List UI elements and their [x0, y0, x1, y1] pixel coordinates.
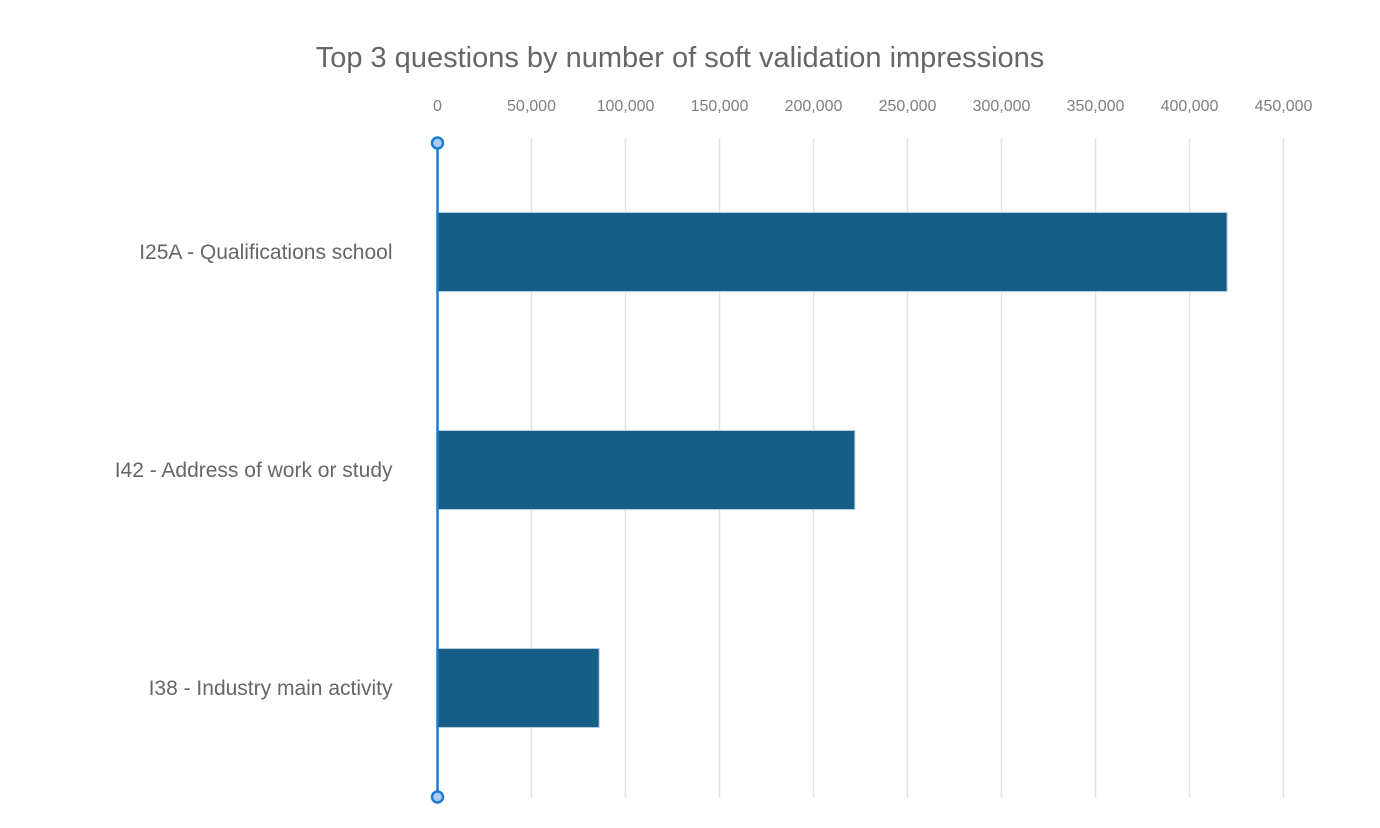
bar[interactable]	[437, 648, 600, 728]
x-tick-label: 50,000	[507, 98, 556, 115]
axis-handle-bottom[interactable]	[430, 790, 445, 804]
x-tick-label: 0	[433, 98, 442, 115]
x-tick-label: 450,000	[1255, 98, 1313, 115]
x-tick-label: 150,000	[691, 98, 749, 115]
bar[interactable]	[437, 212, 1228, 292]
y-category-label: I25A - Qualifications school	[139, 241, 392, 264]
x-tick-label: 400,000	[1161, 98, 1219, 115]
axis-handle-top[interactable]	[430, 136, 445, 150]
x-tick-label: 350,000	[1067, 98, 1125, 115]
y-category-label: I38 - Industry main activity	[149, 677, 393, 700]
y-category-label: I42 - Address of work or study	[115, 459, 393, 482]
x-tick-label: 250,000	[879, 98, 937, 115]
x-tick-label: 100,000	[597, 98, 655, 115]
chart-title: Top 3 questions by number of soft valida…	[315, 42, 1045, 74]
bar[interactable]	[437, 430, 856, 510]
x-tick-label: 300,000	[973, 98, 1031, 115]
x-tick-label: 200,000	[785, 98, 843, 115]
